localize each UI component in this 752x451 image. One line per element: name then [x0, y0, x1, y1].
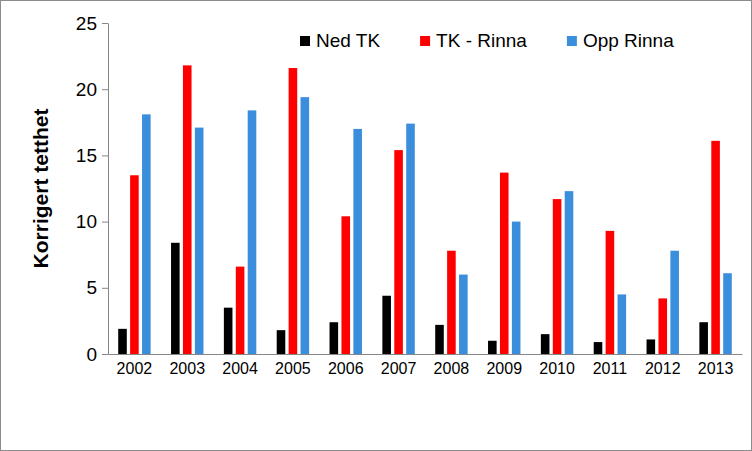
bar: [500, 173, 509, 354]
bar: [447, 251, 456, 354]
x-tick-label: 2004: [222, 360, 258, 377]
legend-swatch: [300, 36, 310, 46]
y-tick: 0: [86, 344, 108, 365]
x-tick: 2007: [381, 354, 417, 377]
y-tick-label: 5: [86, 277, 97, 298]
bar: [289, 68, 298, 354]
x-tick: 2006: [328, 354, 364, 377]
y-tick: 25: [76, 13, 108, 34]
legend: Ned TK TK - Rinna Opp Rinna: [300, 30, 674, 51]
legend-label: TK - Rinna: [436, 30, 527, 51]
x-tick-label: 2008: [434, 360, 470, 377]
legend-label: Ned TK: [316, 30, 380, 51]
x-tick: 2009: [486, 354, 522, 377]
y-axis-title: Korrigert tetthet: [29, 109, 52, 269]
y-tick-mark: [102, 288, 108, 289]
bar: [330, 322, 339, 354]
plot: 0510152025200220032004200520062007200820…: [76, 13, 743, 378]
legend-swatch: [567, 36, 577, 46]
y-tick-label: 0: [86, 344, 97, 365]
x-tick: 2002: [117, 354, 153, 377]
legend-label: Opp Rinna: [583, 30, 674, 51]
y-tick: 5: [86, 277, 108, 298]
bar: [670, 251, 679, 354]
x-tick-label: 2010: [539, 360, 575, 377]
bar: [488, 341, 497, 354]
x-tick: 2010: [539, 354, 575, 377]
bar: [183, 65, 192, 354]
bar: [711, 141, 720, 354]
bar: [118, 329, 127, 354]
bar: [171, 243, 180, 354]
bar: [606, 231, 615, 354]
y-tick-label: 20: [76, 79, 97, 100]
bar: [394, 150, 403, 354]
x-tick-label: 2007: [381, 360, 417, 377]
bar: [277, 330, 286, 354]
bar: [224, 308, 233, 354]
x-tick-label: 2003: [169, 360, 205, 377]
y-tick-mark: [102, 354, 108, 355]
bar: [435, 325, 444, 354]
x-axis-line: [109, 354, 743, 355]
x-tick-label: 2002: [117, 360, 153, 377]
bar: [512, 222, 521, 354]
bar: [594, 342, 603, 354]
bar: [382, 296, 391, 354]
bar: [541, 334, 550, 354]
bar: [195, 128, 204, 354]
bar: [699, 322, 708, 354]
y-tick-label: 15: [76, 145, 97, 166]
x-tick: 2004: [222, 354, 258, 377]
x-tick-label: 2011: [593, 360, 628, 377]
bar: [647, 339, 656, 354]
y-tick: 20: [76, 79, 108, 100]
bar: [658, 298, 667, 354]
bar: [142, 114, 151, 354]
x-tick: 2008: [434, 354, 470, 377]
chart: 0510152025200220032004200520062007200820…: [0, 0, 752, 451]
y-tick-label: 25: [76, 13, 97, 34]
y-tick-mark: [102, 222, 108, 223]
y-tick: 10: [76, 211, 108, 232]
bar: [248, 110, 257, 354]
x-tick: 2012: [645, 354, 681, 377]
x-axis: 2002 2003 2004 2005 2006 2007 2008 2009 2010 2011…: [109, 354, 743, 377]
y-tick-mark: [102, 155, 108, 156]
bar: [406, 124, 415, 354]
bar: [236, 267, 245, 354]
x-tick: 2011: [593, 354, 628, 377]
y-tick-label: 10: [76, 211, 97, 232]
x-tick-label: 2006: [328, 360, 364, 377]
x-tick-label: 2009: [486, 360, 522, 377]
bar: [553, 199, 562, 354]
bar: [723, 273, 732, 354]
y-axis-line: [108, 24, 109, 355]
legend-swatch: [420, 36, 430, 46]
y-axis: 0 5 10 15 20 25: [76, 13, 109, 365]
y-tick-mark: [102, 89, 108, 90]
bar: [618, 294, 627, 354]
x-tick-label: 2013: [698, 360, 734, 377]
bars: [118, 65, 732, 354]
x-tick: 2005: [275, 354, 311, 377]
bar: [341, 216, 350, 354]
x-tick-label: 2012: [645, 360, 681, 377]
bar: [130, 175, 139, 354]
x-tick: 2013: [698, 354, 734, 377]
bar: [353, 129, 362, 354]
bar: [565, 191, 574, 354]
y-tick-mark: [102, 23, 108, 24]
x-tick-label: 2005: [275, 360, 311, 377]
bar: [459, 275, 468, 354]
bar: [301, 97, 310, 354]
x-tick: 2003: [169, 354, 205, 377]
y-tick: 15: [76, 145, 108, 166]
chart-frame: [1, 1, 752, 451]
